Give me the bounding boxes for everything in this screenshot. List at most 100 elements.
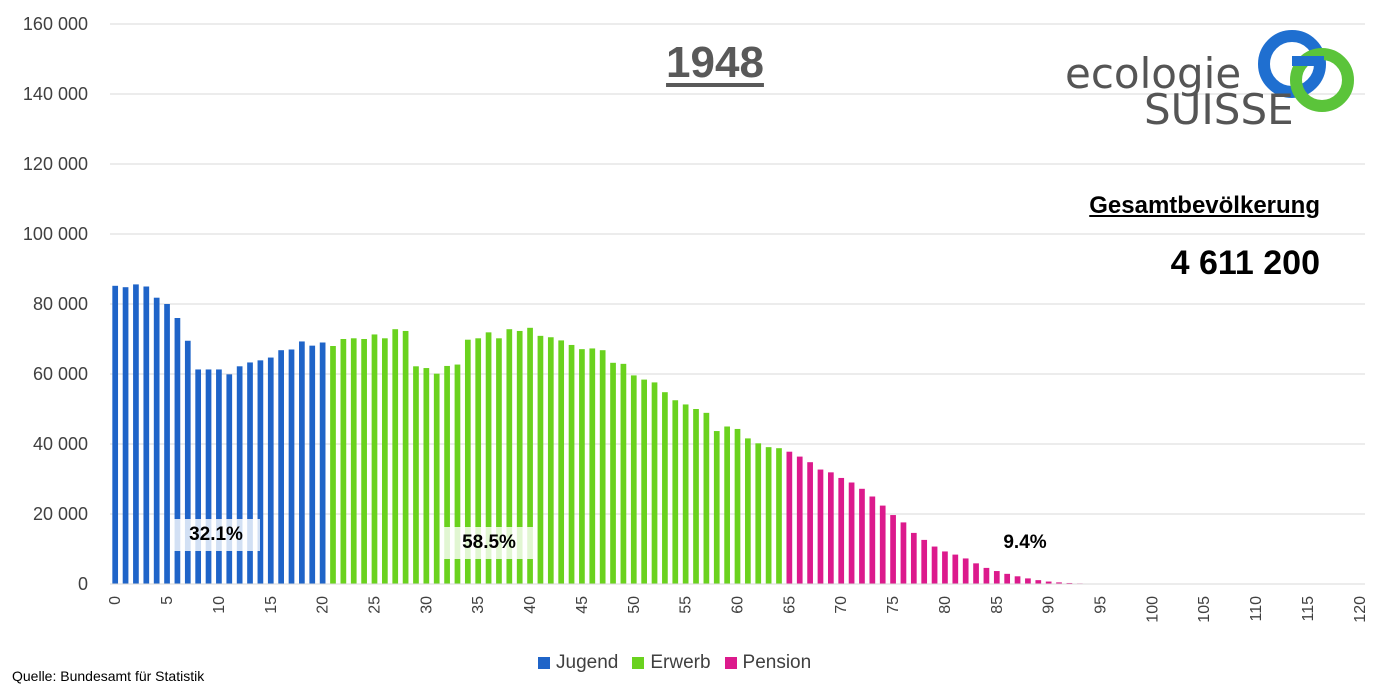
x-tick-label: 65 (781, 596, 798, 614)
bar-pension (1045, 581, 1052, 584)
y-tick-label: 20 000 (33, 504, 88, 524)
bar-jugend (309, 345, 316, 584)
bar-erwerb (350, 338, 357, 584)
x-tick-label: 85 (989, 596, 1006, 614)
bar-jugend (247, 362, 253, 584)
source-note: Quelle: Bundesamt für Statistik (12, 668, 205, 684)
bar-pension (931, 546, 938, 584)
bar-erwerb (496, 338, 502, 584)
legend-swatch-erwerb (632, 657, 645, 669)
bar-erwerb (330, 346, 336, 584)
bar-erwerb (641, 379, 648, 584)
x-tick-label: 35 (470, 596, 487, 614)
bar-erwerb (610, 362, 616, 584)
logo-line2: SUISSE (1144, 85, 1294, 132)
bar-erwerb (672, 400, 679, 584)
bar-erwerb (630, 375, 637, 584)
bar-erwerb (662, 392, 668, 584)
legend-swatch-jugend (538, 657, 550, 669)
bar-jugend (288, 349, 295, 584)
legend-label-erwerb: Erwerb (650, 652, 711, 673)
x-tick-label: 120 (1352, 596, 1369, 623)
x-tick-label: 90 (1041, 596, 1058, 614)
bar-erwerb (537, 335, 544, 584)
x-tick-label: 70 (833, 596, 850, 614)
bar-jugend (195, 369, 202, 584)
bars (112, 284, 1156, 584)
bar-erwerb (724, 426, 730, 584)
bar-erwerb (340, 339, 347, 584)
bar-pension (900, 522, 907, 584)
bar-erwerb (558, 340, 565, 584)
bar-jugend (143, 286, 150, 584)
y-tick-label: 80 000 (33, 294, 88, 314)
bar-pension (807, 462, 813, 584)
legend-label-jugend: Jugend (556, 652, 619, 673)
bar-pension (1014, 576, 1021, 584)
x-tick-label: 50 (626, 596, 643, 614)
y-tick-label: 140 000 (23, 84, 88, 104)
bar-jugend (226, 374, 233, 584)
x-tick-label: 55 (678, 596, 695, 614)
bar-jugend (299, 341, 305, 584)
x-tick-label: 100 (1144, 596, 1161, 623)
bar-pension (1025, 578, 1031, 584)
bar-erwerb (547, 337, 554, 584)
bar-erwerb (382, 338, 388, 584)
bar-pension (890, 515, 896, 584)
y-tick-label: 40 000 (33, 434, 88, 454)
legend-item-pension: Pension (724, 652, 812, 674)
bar-erwerb (485, 332, 492, 584)
bar-jugend (174, 318, 181, 584)
bar-erwerb (755, 443, 762, 584)
x-tick-label: 30 (418, 596, 435, 614)
bar-jugend (257, 360, 264, 584)
bar-erwerb (371, 334, 378, 584)
bar-erwerb (568, 344, 575, 584)
legend-item-erwerb: Erwerb (632, 652, 711, 674)
bar-pension (910, 532, 917, 584)
bar-erwerb (423, 368, 430, 584)
bar-erwerb (651, 382, 658, 584)
x-tick-label: 0 (107, 596, 124, 605)
bar-pension (848, 482, 855, 584)
bar-erwerb (765, 447, 772, 584)
bar-erwerb (713, 431, 720, 584)
x-tick-label: 20 (315, 596, 332, 614)
x-tick-label: 110 (1248, 596, 1265, 622)
x-tick-label: 95 (1093, 596, 1110, 614)
legend-label-pension: Pension (742, 652, 812, 673)
bar-erwerb (454, 364, 461, 584)
bar-erwerb (516, 330, 523, 584)
bar-erwerb (599, 350, 606, 584)
bar-erwerb (745, 438, 751, 584)
bar-erwerb (361, 339, 367, 584)
bar-jugend (278, 350, 284, 584)
population-value: 4 611 200 (1170, 244, 1320, 282)
bar-pension (786, 451, 793, 584)
x-tick-label: 15 (263, 596, 280, 614)
y-tick-label: 60 000 (33, 364, 88, 384)
bar-erwerb (527, 327, 533, 584)
bar-pension (1004, 573, 1011, 584)
bar-erwerb (433, 373, 440, 584)
bar-pension (973, 563, 979, 584)
bar-pension (993, 571, 1000, 584)
bar-pension (1056, 582, 1062, 584)
legend-swatch-pension (724, 657, 737, 669)
y-tick-label: 160 000 (23, 14, 88, 34)
bar-erwerb (402, 330, 409, 584)
bar-erwerb (579, 349, 585, 584)
x-tick-label: 75 (885, 596, 902, 614)
bar-erwerb (413, 366, 419, 584)
x-tick-label: 25 (366, 596, 383, 614)
bar-pension (921, 539, 928, 584)
bar-jugend (205, 369, 212, 584)
bar-erwerb (693, 409, 699, 584)
x-tick-label: 115 (1300, 596, 1317, 622)
share-erwerb: 58.5% (444, 527, 534, 559)
chart-legend: Jugend Erwerb Pension (538, 652, 811, 674)
bar-erwerb (620, 363, 627, 584)
share-jugend: 32.1% (172, 519, 260, 551)
bar-pension (1035, 580, 1042, 584)
